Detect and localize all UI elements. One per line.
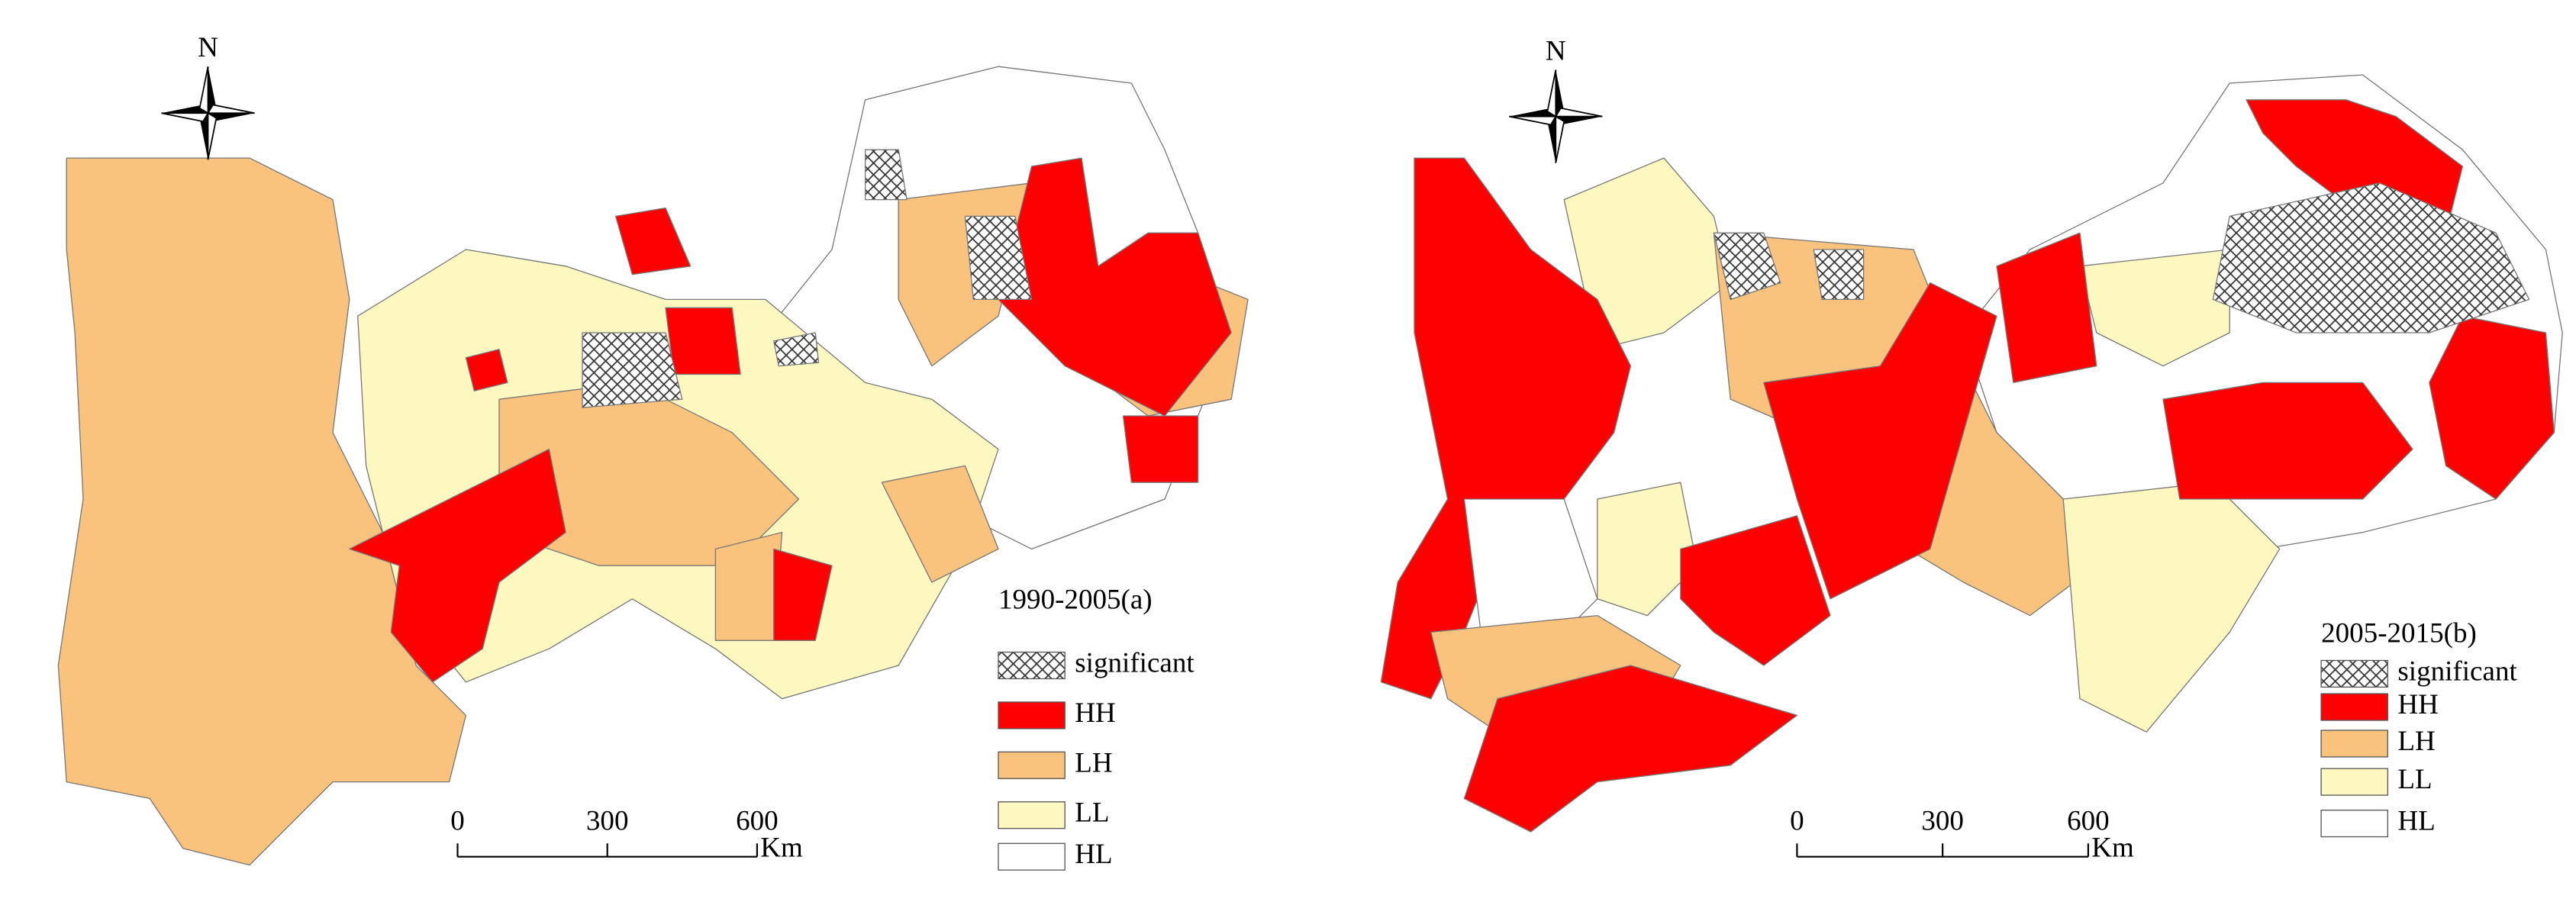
- region: [665, 307, 741, 375]
- region: [57, 157, 467, 866]
- region: [864, 149, 908, 201]
- region: [998, 157, 1232, 417]
- legend-label: LH: [2397, 726, 2435, 757]
- region: [1122, 415, 1199, 483]
- legend-label: HH: [2397, 689, 2439, 720]
- legend-swatch: [2320, 810, 2388, 838]
- region: [881, 465, 999, 583]
- north-arrow: [161, 66, 255, 160]
- legend-label: HH: [1075, 697, 1116, 729]
- legend-swatch: [2320, 693, 2388, 721]
- legend-label: HL: [1075, 839, 1112, 870]
- region: [964, 215, 1033, 301]
- legend-label: LL: [1075, 797, 1109, 829]
- scale-label: 300: [1921, 806, 1964, 837]
- region: [1597, 482, 1698, 617]
- scale-label: 600: [736, 806, 779, 837]
- scale-label: 600: [2067, 806, 2110, 837]
- north-arrow: [1509, 69, 1603, 163]
- region: [1463, 665, 1798, 833]
- legend-swatch: [2320, 659, 2388, 688]
- north-label: N: [1546, 35, 1566, 66]
- legend-swatch: [2320, 768, 2388, 796]
- legend-label: significant: [1075, 648, 1195, 679]
- region: [2429, 315, 2555, 500]
- region: [1996, 232, 2097, 384]
- legend-swatch: [998, 651, 1066, 680]
- legend-label: HL: [2397, 806, 2435, 837]
- region: [1680, 515, 1831, 666]
- legend-swatch: [998, 842, 1066, 871]
- region: [2062, 482, 2281, 733]
- scale-label: 0: [450, 806, 465, 837]
- legend-label: significant: [2397, 656, 2517, 687]
- scale-label: 300: [586, 806, 629, 837]
- region: [465, 349, 508, 391]
- legend-swatch: [2320, 730, 2388, 758]
- north-label: N: [198, 32, 218, 63]
- region: [1763, 282, 1997, 600]
- legend-swatch: [998, 701, 1066, 730]
- legend-swatch: [998, 801, 1066, 830]
- region: [773, 332, 820, 367]
- legend-swatch: [998, 751, 1066, 779]
- legend-title: 2005-2015(b): [2321, 617, 2477, 649]
- region: [614, 207, 692, 275]
- region: [1713, 232, 1781, 301]
- region: [2162, 382, 2413, 500]
- region: [349, 448, 566, 683]
- legend-label: LL: [2397, 764, 2432, 795]
- map-panel: [57, 66, 1249, 866]
- region: [714, 531, 783, 641]
- legend-label: LH: [1075, 747, 1112, 778]
- legend-title: 1990-2005(a): [998, 585, 1153, 616]
- scale-unit: Km: [760, 832, 803, 863]
- region: [582, 332, 683, 408]
- region: [2079, 249, 2230, 367]
- map-panel: [1380, 74, 2563, 833]
- scale-label: 0: [1790, 806, 1804, 837]
- region: [2212, 182, 2530, 333]
- region: [1813, 249, 1865, 301]
- region: [773, 548, 833, 641]
- scale-unit: Km: [2091, 832, 2134, 863]
